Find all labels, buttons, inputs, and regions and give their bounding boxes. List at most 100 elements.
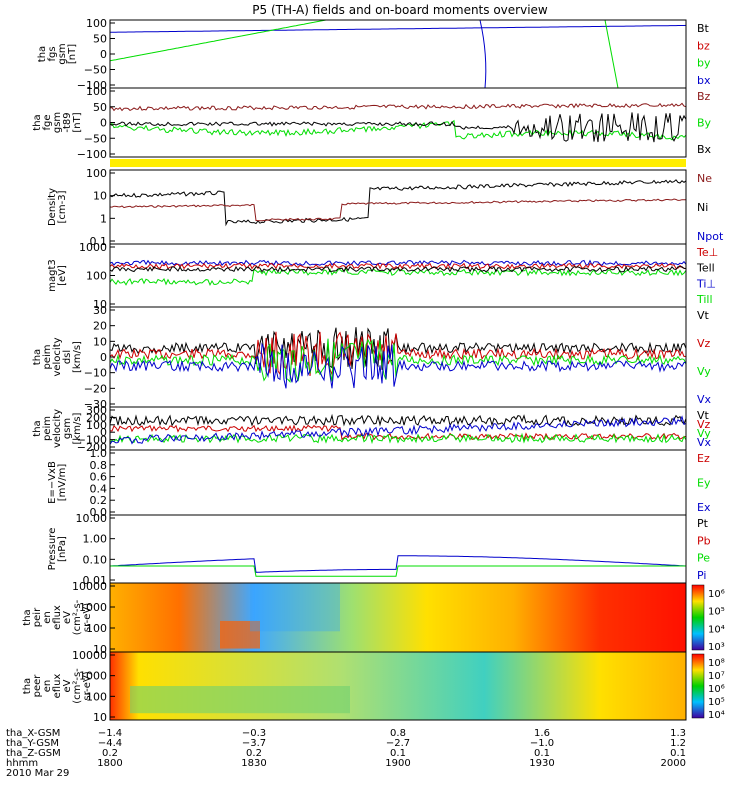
colorbar-label: 10³ bbox=[708, 642, 725, 653]
y-axis-label: gsm bbox=[62, 418, 73, 439]
y-tick-label: 50 bbox=[93, 33, 107, 46]
plot-frame bbox=[109, 514, 687, 584]
series-Pe bbox=[110, 565, 686, 577]
y-axis-label: [nT] bbox=[67, 44, 78, 64]
plot-frame bbox=[109, 243, 687, 308]
y-tick-label: 300 bbox=[86, 404, 107, 417]
y-axis-label: (cm²-s- bbox=[72, 668, 83, 704]
legend-Vz: Vz bbox=[697, 418, 711, 431]
y-axis-label: E=−VxB bbox=[47, 461, 58, 504]
colorbar-label: 10⁴ bbox=[708, 710, 725, 721]
chart-title: P5 (TH-A) fields and on-board moments ov… bbox=[252, 3, 548, 17]
colorbar-label: 10⁸ bbox=[708, 658, 725, 669]
y-axis-label: [nPa] bbox=[57, 536, 68, 562]
y-tick-label: 10.00 bbox=[76, 512, 108, 525]
colorbar-label: 10⁵ bbox=[708, 607, 725, 618]
series-V0 bbox=[109, 327, 687, 370]
series-V3 bbox=[109, 342, 687, 389]
legend-Pt: Pt bbox=[697, 517, 709, 530]
y-tick-label: −100 bbox=[77, 79, 107, 92]
y-axis-label: [cm-3] bbox=[57, 190, 68, 223]
y-tick-label: 1000 bbox=[79, 670, 107, 683]
series-Pi bbox=[109, 555, 687, 573]
x-row-value: 1830 bbox=[241, 758, 266, 769]
x-row-value: 1.2 bbox=[670, 738, 686, 749]
y-tick-label: 10 bbox=[93, 643, 107, 656]
series-bx bbox=[110, 24, 687, 33]
legend-Te⊥: Te⊥ bbox=[696, 246, 718, 259]
legend-Tell: Tell bbox=[696, 262, 715, 275]
y-axis-label: sr-eV) bbox=[82, 603, 93, 632]
x-row-value: 0.8 bbox=[390, 728, 406, 739]
series-Vx bbox=[109, 415, 687, 445]
legend-Bx: Bx bbox=[697, 143, 712, 156]
x-row-label: hhmm bbox=[6, 758, 38, 769]
legend-Bt: Bt bbox=[697, 22, 710, 35]
x-row-value: 1.6 bbox=[534, 728, 550, 739]
y-axis-label: tha bbox=[22, 609, 33, 625]
series-Till bbox=[109, 268, 687, 286]
y-tick-label: 0 bbox=[100, 426, 107, 439]
series-Vt bbox=[109, 413, 687, 427]
y-tick-label: 100 bbox=[86, 622, 107, 635]
y-axis-label: Density bbox=[47, 188, 58, 226]
legend-Vx: Vx bbox=[697, 436, 712, 449]
y-axis-label: en bbox=[42, 680, 53, 693]
y-axis-label: peer bbox=[32, 674, 43, 698]
y-axis-label: gsm bbox=[57, 43, 68, 64]
y-tick-label: 100 bbox=[86, 419, 107, 432]
y-tick-label: −10 bbox=[84, 367, 107, 380]
series-V1 bbox=[109, 331, 687, 377]
plot-frame bbox=[109, 449, 687, 516]
x-row-label: tha_Y-GSM bbox=[6, 738, 59, 749]
colorbar bbox=[691, 584, 705, 651]
y-tick-label: 0 bbox=[100, 48, 107, 61]
plot-frame bbox=[109, 651, 687, 721]
y-tick-label: 1.00 bbox=[83, 533, 108, 546]
plot-frame bbox=[109, 19, 687, 89]
x-row-value: 2000 bbox=[661, 758, 686, 769]
y-tick-label: 100 bbox=[86, 167, 107, 180]
y-axis-label: (cm²-s- bbox=[72, 599, 83, 635]
plot-frame bbox=[109, 306, 687, 408]
y-tick-label: −20 bbox=[84, 382, 107, 395]
series-Bz bbox=[109, 102, 687, 112]
legend-Pi: Pi bbox=[697, 569, 706, 582]
panel-2: 100 50 0 −50 −100 tha fge gsm -t89 [nT] Bz By Bx bbox=[32, 85, 712, 161]
y-tick-label: 20 bbox=[93, 320, 107, 333]
legend-bx: bx bbox=[697, 74, 711, 87]
y-axis-label: [nT] bbox=[72, 112, 83, 132]
panel-3: 100 10 1 0.1 Density [cm-3] Ne Ni Npot bbox=[47, 167, 724, 248]
y-axis-label: en bbox=[42, 611, 53, 624]
y-tick-label: 50 bbox=[93, 101, 107, 114]
y-tick-label: 0.10 bbox=[83, 553, 108, 566]
x-row-value: 1900 bbox=[385, 758, 410, 769]
series-Bx bbox=[109, 112, 687, 143]
legend-Ti⊥: Ti⊥ bbox=[696, 277, 716, 290]
legend-Pe: Pe bbox=[697, 552, 710, 565]
y-axis-label: eV bbox=[62, 611, 73, 624]
legend-Till: Till bbox=[696, 293, 713, 306]
y-axis-label: peir bbox=[32, 607, 43, 627]
legend-bz: bz bbox=[697, 39, 710, 52]
x-row-value: −3.7 bbox=[242, 738, 266, 749]
x-row-value: 1800 bbox=[97, 758, 122, 769]
y-axis-label: [eV] bbox=[57, 265, 68, 286]
y-tick-label: 0.8 bbox=[90, 459, 108, 472]
y-tick-label: −100 bbox=[77, 434, 107, 447]
y-tick-label: 0.1 bbox=[90, 235, 108, 248]
legend-Bz: Bz bbox=[697, 90, 711, 103]
y-tick-label: 1.0 bbox=[90, 447, 108, 460]
y-axis-label: tha bbox=[32, 114, 43, 130]
legend-Vy: Vy bbox=[697, 427, 711, 440]
y-tick-label: 0 bbox=[100, 117, 107, 130]
colorbar-label: 10⁴ bbox=[708, 624, 725, 635]
legend-Ne: Ne bbox=[697, 172, 712, 185]
y-tick-label: 0 bbox=[100, 351, 107, 364]
y-axis-label: tha bbox=[32, 349, 43, 365]
panel-10: 10⁸ 10⁷ 10⁶ 10⁵ 10⁴ 10000 1000 100 10 tha peer en ef… bbox=[22, 649, 725, 724]
series-Vy bbox=[109, 432, 687, 445]
y-axis-label: velocity bbox=[52, 337, 63, 376]
spectrogram-patch bbox=[250, 583, 340, 632]
colorbar-label: 10⁵ bbox=[708, 697, 725, 708]
